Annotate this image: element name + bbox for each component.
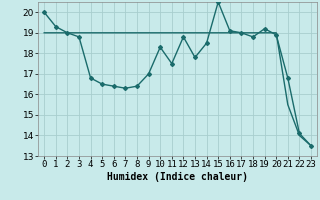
X-axis label: Humidex (Indice chaleur): Humidex (Indice chaleur)	[107, 172, 248, 182]
